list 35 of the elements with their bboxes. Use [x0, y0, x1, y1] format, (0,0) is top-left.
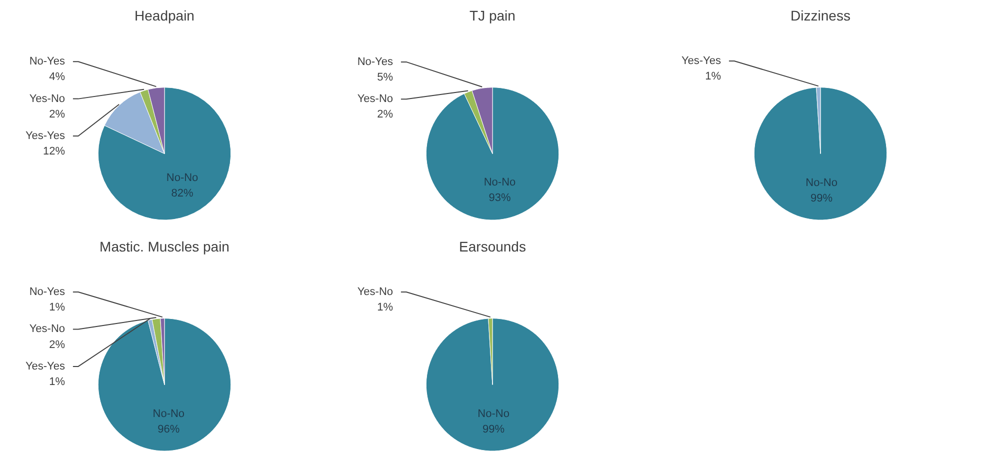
slice-label: No-No — [806, 177, 838, 190]
chart-title: Dizziness — [790, 8, 850, 24]
data-label: 1% — [49, 302, 66, 314]
slice-label: No-Yes — [29, 56, 66, 68]
data-label: 5% — [377, 72, 394, 84]
data-label: 1% — [49, 376, 66, 388]
slice-label: No-Yes — [29, 286, 66, 298]
slice-label: Yes-Yes — [25, 360, 66, 372]
data-label: 99% — [482, 424, 505, 436]
chart-title: TJ pain — [470, 8, 516, 24]
data-label: 2% — [377, 108, 394, 121]
data-label: 2% — [49, 338, 66, 351]
slice-label: Yes-No — [29, 323, 65, 336]
slice-label: Yes-No — [29, 92, 65, 105]
slice-label: Yes-Yes — [25, 130, 66, 142]
chart-title: Mastic. Muscles pain — [100, 238, 230, 254]
chart-title: Headpain — [134, 8, 194, 24]
data-label: 1% — [377, 302, 394, 314]
slice-label: No-No — [484, 176, 516, 188]
slice-label: No-No — [166, 172, 198, 184]
chart-title: Earsounds — [459, 238, 526, 254]
data-label: 96% — [158, 423, 180, 436]
slice-label: Yes-No — [357, 93, 393, 106]
slice-label: Yes-No — [357, 286, 393, 298]
slice-label: Yes-Yes — [681, 55, 722, 68]
data-label: 93% — [488, 192, 511, 204]
data-label: 99% — [810, 192, 833, 205]
data-label: 82% — [171, 187, 194, 200]
slice-label: No-No — [152, 408, 185, 420]
data-label: 2% — [49, 108, 66, 120]
slice-label: No-Yes — [357, 56, 394, 68]
data-label: 12% — [42, 146, 66, 158]
data-label: 1% — [705, 70, 722, 83]
data-label: 4% — [49, 71, 66, 84]
slice-label: No-No — [478, 408, 510, 420]
